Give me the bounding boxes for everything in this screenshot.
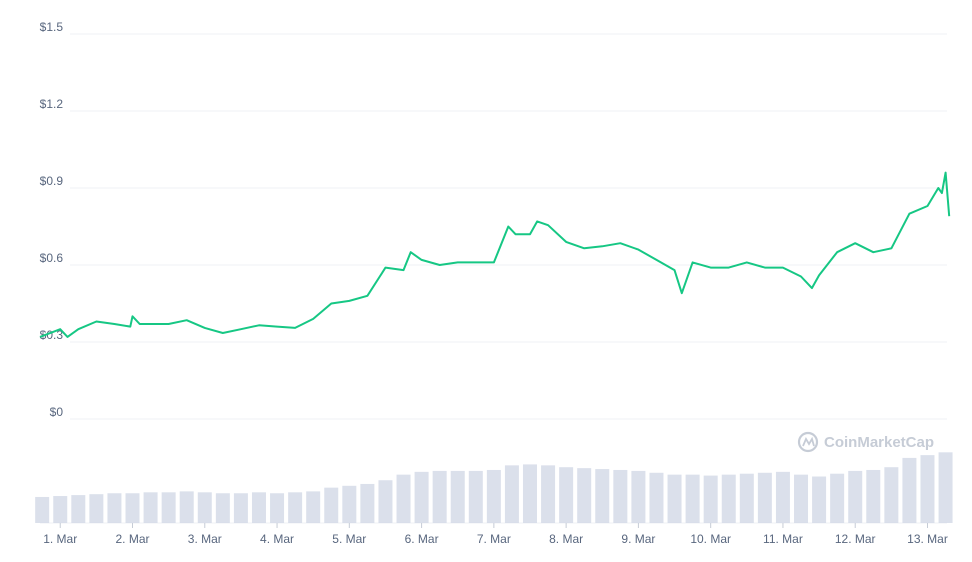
y-tick-label: $0.6 [40,251,64,265]
volume-bar [161,492,176,523]
volume-bar [486,469,501,523]
volume-bar [450,470,465,523]
volume-bar [848,470,863,523]
volume-bar [414,471,429,523]
volume-bar [830,473,845,523]
watermark-logo-mark [802,436,815,447]
volume-bar [197,492,212,523]
volume-bar [53,496,68,523]
volume-bar [703,475,718,523]
volume-bar [938,452,953,523]
volume-bar [71,495,86,523]
volume-bar [739,473,754,523]
x-tick-label: 11. Mar [763,532,803,546]
volume-bar [342,485,357,523]
price-line [39,171,951,338]
y-tick-label: $1.5 [40,20,64,34]
y-tick-label: $0.3 [40,328,64,342]
volume-bar [288,492,303,523]
volume-bar [215,493,230,523]
x-tick-label: 3. Mar [188,532,222,546]
volume-bar [667,474,682,523]
x-tick-label: 5. Mar [332,532,366,546]
volume-bar [685,474,700,523]
x-tick-label: 10. Mar [690,532,731,546]
volume-bar [306,491,321,523]
y-tick-label: $0.9 [40,174,64,188]
volume-bar [757,472,772,523]
volume-bar [360,483,375,523]
y-tick-label: $1.2 [40,97,64,111]
volume-bar [541,465,556,523]
volume-bars [35,452,953,523]
volume-bar [884,467,899,523]
volume-bar [559,467,574,523]
volume-bar [522,464,537,523]
volume-bar [233,493,248,523]
volume-bar [866,469,881,523]
volume-bar [324,487,339,523]
x-tick-label: 1. Mar [43,532,77,546]
volume-bar [396,474,411,523]
volume-bar [270,493,285,523]
volume-bar [378,480,393,523]
volume-bar [107,493,122,523]
x-tick-label: 2. Mar [115,532,149,546]
volume-bar [631,470,646,523]
x-tick-label: 9. Mar [621,532,655,546]
watermark-logo [797,431,819,453]
volume-bar [35,496,50,523]
x-tick-label: 6. Mar [405,532,439,546]
x-tick-label: 13. Mar [907,532,948,546]
x-tick-label: 7. Mar [477,532,511,546]
watermark-text: CoinMarketCap [824,434,934,451]
watermark: CoinMarketCap [797,431,934,453]
volume-bar [920,455,935,523]
volume-bar [143,492,158,523]
volume-bar [577,468,592,523]
volume-bar [812,476,827,523]
volume-bar [432,470,447,523]
volume-bar [125,493,140,523]
volume-bar [468,470,483,523]
volume-bar [794,474,809,523]
volume-bar [902,457,917,523]
x-tick-label: 8. Mar [549,532,583,546]
volume-bar [613,469,628,523]
volume-bar [179,491,194,523]
x-tick-label: 12. Mar [835,532,876,546]
volume-bar [649,472,664,523]
volume-bar [504,465,519,523]
volume-bar [721,474,736,523]
y-tick-label: $0 [50,405,64,419]
volume-bar [595,469,610,523]
volume-bar [89,494,104,523]
volume-bar [251,492,266,523]
volume-bar [775,471,790,523]
x-tick-label: 4. Mar [260,532,294,546]
